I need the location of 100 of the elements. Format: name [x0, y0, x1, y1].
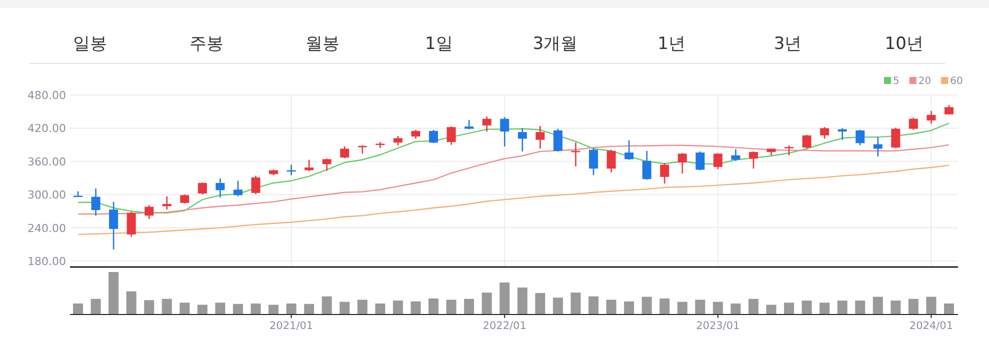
text: 10년 [884, 34, 924, 54]
candlestick [482, 116, 492, 132]
text: 3개월 [532, 34, 578, 54]
bar [446, 300, 456, 314]
candlestick [873, 136, 882, 158]
candlestick [91, 188, 100, 216]
bar [215, 302, 226, 314]
candlestick [944, 104, 954, 116]
candlestick [553, 128, 562, 152]
x-tick-label: 2022/01 [482, 320, 526, 332]
bar [695, 300, 706, 314]
candlestick [162, 196, 172, 210]
candlestick [908, 117, 918, 131]
bar [642, 296, 652, 314]
bar [712, 302, 723, 314]
bar [820, 302, 830, 314]
candlestick [926, 110, 936, 124]
text: 월봉 [306, 34, 340, 54]
bar [535, 293, 546, 314]
y-tick-label: 360.00 [28, 155, 66, 168]
x-tick-label: 2023/01 [696, 320, 740, 332]
candlestick [446, 126, 456, 146]
bar [730, 304, 741, 314]
bar [784, 302, 794, 314]
text: 일봉 [73, 34, 107, 54]
bar [517, 288, 528, 314]
candlestick [216, 178, 225, 198]
bar [588, 296, 598, 314]
candlestick [518, 128, 527, 152]
bar [624, 301, 634, 314]
y-tick-label: 480.00 [28, 89, 66, 102]
bar [304, 304, 314, 314]
candlestick [393, 135, 402, 146]
candlestick [660, 162, 670, 184]
candlestick [198, 182, 207, 196]
candlestick [838, 128, 847, 140]
candlestick [251, 175, 260, 195]
bar [286, 304, 296, 314]
bar [606, 300, 616, 314]
x-tick-label: 2024/01 [909, 320, 954, 332]
candlestick [126, 211, 136, 238]
bar [926, 296, 936, 314]
bar [144, 300, 154, 314]
candlestick [731, 148, 740, 162]
bar [855, 300, 866, 314]
candlestick [429, 129, 438, 144]
bar [197, 304, 208, 314]
candlestick [536, 125, 545, 150]
bar [890, 300, 901, 314]
candlestick [500, 116, 510, 148]
bar [872, 296, 883, 314]
y-tick-label: 420.00 [28, 122, 66, 136]
candlestick [678, 152, 687, 174]
legend-label: 20 [918, 76, 932, 87]
bar [464, 298, 474, 314]
candlestick [642, 150, 652, 180]
legend-label: 60 [950, 76, 963, 87]
text: 3년 [774, 34, 802, 54]
bar [677, 302, 688, 314]
bar [108, 272, 119, 314]
candlestick [304, 159, 314, 172]
candlestick [748, 150, 758, 170]
bar [944, 304, 954, 314]
legend-label: 5 [893, 76, 900, 87]
bar [340, 302, 350, 314]
bar [322, 296, 332, 314]
bar [90, 298, 101, 314]
candlestick [322, 158, 332, 172]
text: 주봉 [189, 34, 224, 54]
candlestick [856, 129, 865, 146]
bar [552, 298, 563, 314]
bar [392, 300, 403, 314]
bar [500, 282, 510, 314]
candlestick [109, 201, 118, 250]
bar [837, 300, 848, 314]
bar [410, 301, 421, 314]
bar [482, 292, 492, 314]
bar [357, 300, 368, 314]
candlestick [891, 126, 900, 149]
bar [73, 304, 83, 314]
candlestick [144, 204, 154, 220]
bar [570, 292, 581, 314]
text: 1년 [658, 34, 686, 54]
candlestick [606, 149, 616, 174]
bar [268, 304, 279, 314]
candlestick [588, 147, 598, 176]
bar [375, 304, 386, 314]
bar [766, 304, 776, 314]
candlestick [233, 180, 242, 197]
line-series [77, 164, 950, 236]
bar [126, 291, 136, 314]
candlestick [713, 152, 722, 170]
candlestick [340, 146, 350, 159]
bar [660, 298, 670, 314]
text: 1일 [424, 34, 453, 54]
bar [250, 304, 261, 314]
candlestick [784, 144, 794, 156]
bar [180, 302, 190, 314]
candlestick [820, 126, 830, 140]
candlestick [802, 134, 812, 150]
